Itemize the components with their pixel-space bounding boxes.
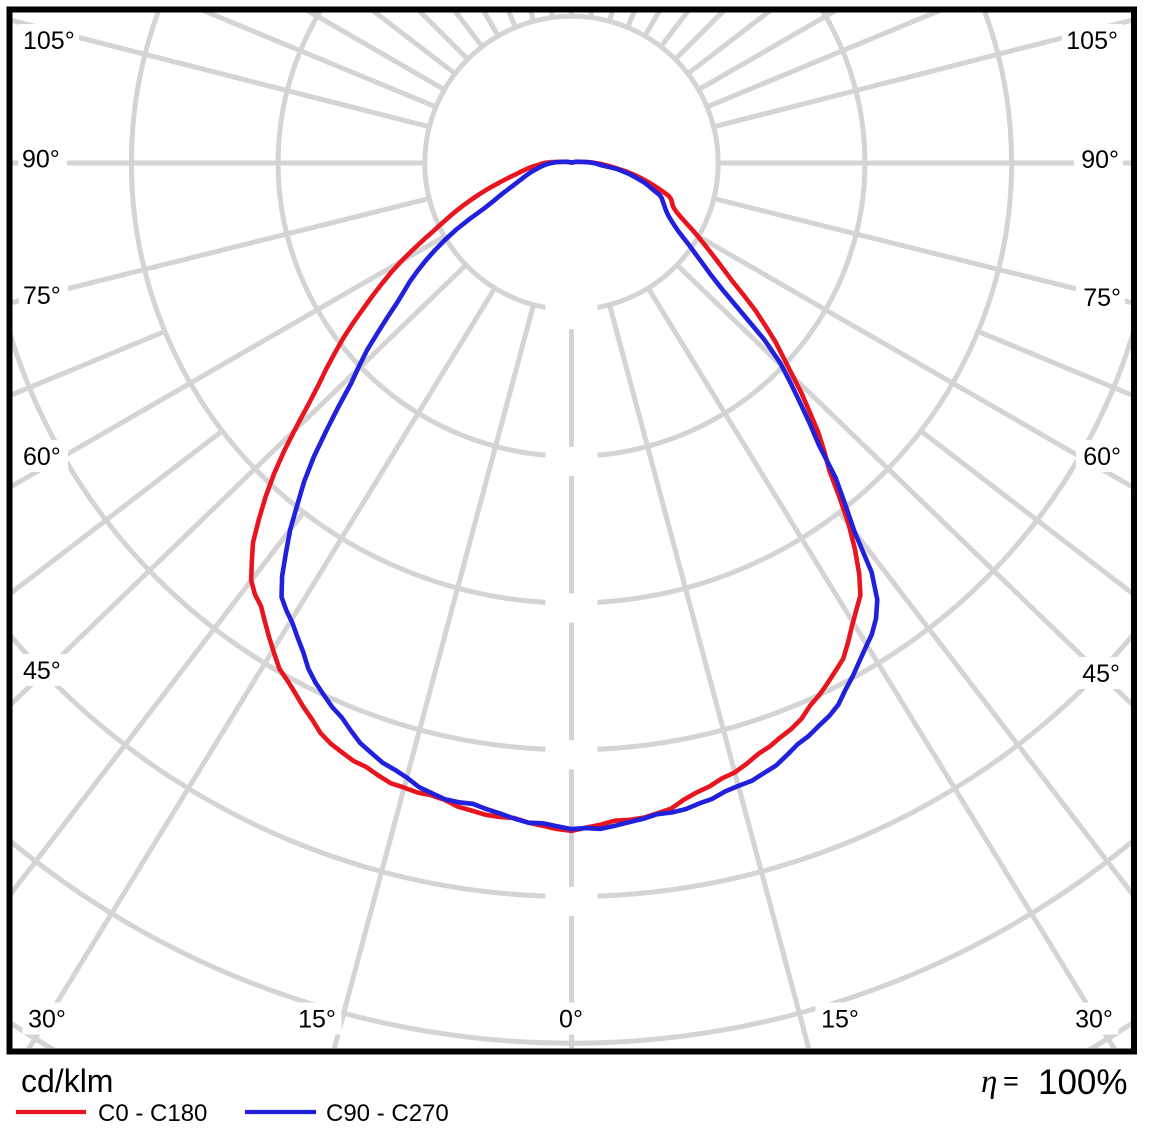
svg-text:90°: 90° xyxy=(22,146,60,174)
svg-text:C90 - C270: C90 - C270 xyxy=(326,1100,449,1127)
svg-text:=: = xyxy=(1003,1066,1019,1096)
svg-text:60°: 60° xyxy=(23,443,61,471)
svg-text:45°: 45° xyxy=(1082,660,1120,688)
svg-text:90°: 90° xyxy=(1081,146,1119,174)
svg-text:45°: 45° xyxy=(23,657,61,685)
svg-text:75°: 75° xyxy=(1083,284,1121,312)
svg-text:105°: 105° xyxy=(23,27,75,55)
svg-text:100%: 100% xyxy=(1038,1063,1128,1102)
svg-text:cd/klm: cd/klm xyxy=(21,1063,113,1099)
svg-text:30°: 30° xyxy=(28,1006,66,1034)
svg-text:30°: 30° xyxy=(1075,1006,1113,1034)
svg-text:0°: 0° xyxy=(559,1006,583,1034)
svg-text:75°: 75° xyxy=(23,282,61,310)
svg-text:15°: 15° xyxy=(298,1006,336,1034)
svg-text:C0 - C180: C0 - C180 xyxy=(98,1100,207,1127)
svg-text:60°: 60° xyxy=(1083,443,1121,471)
svg-text:105°: 105° xyxy=(1066,27,1118,55)
svg-text:η: η xyxy=(981,1064,997,1100)
svg-text:15°: 15° xyxy=(821,1006,859,1034)
